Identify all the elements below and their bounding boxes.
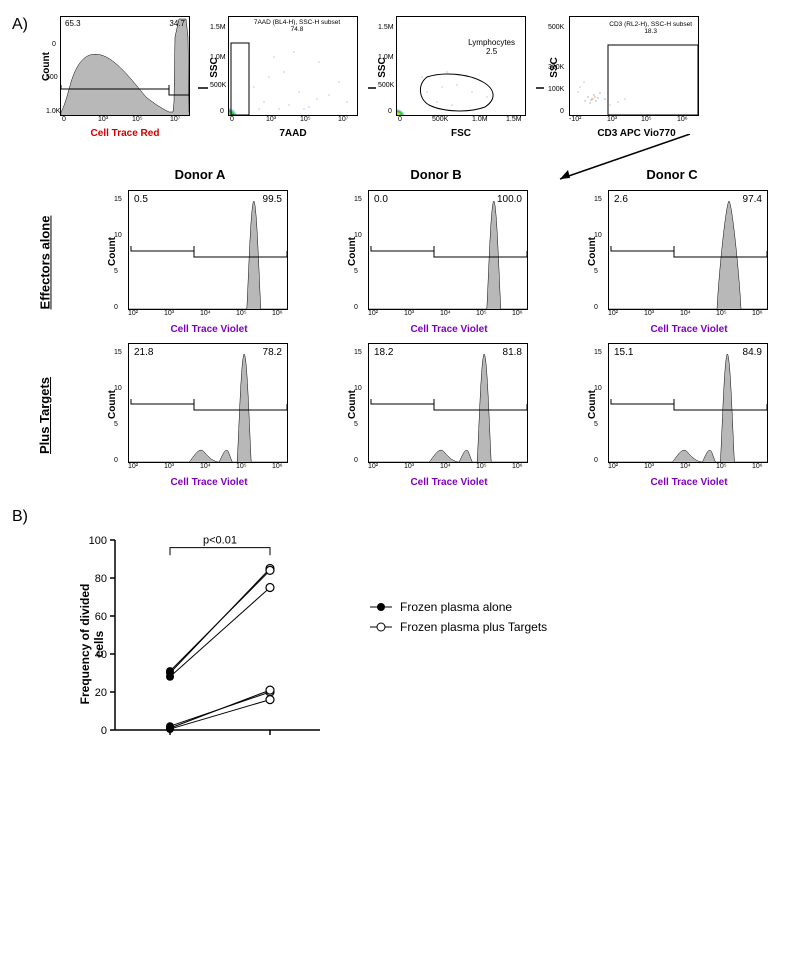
row-label: Effectors alone xyxy=(38,216,53,310)
svg-text:0: 0 xyxy=(101,725,107,737)
hist-xlabel: Cell Trace Violet xyxy=(368,477,530,488)
legend-marker-filled xyxy=(370,601,392,613)
hist-ylabel: Count xyxy=(107,237,118,266)
hist-xlabel: Cell Trace Violet xyxy=(608,477,770,488)
hist-plot: 2.6 97.4 Count15105010²10³10⁴10⁵10⁶Cell … xyxy=(580,190,770,335)
legend-marker-open xyxy=(370,621,392,633)
row-label: Plus Targets xyxy=(38,377,53,454)
hist-xlabel: Cell Trace Violet xyxy=(128,324,290,335)
gate1-xlabel: Cell Trace Red xyxy=(60,128,190,139)
hist-xlabel: Cell Trace Violet xyxy=(128,477,290,488)
gating-plot-3: Lymphocytes2.5 SSC 1.5M 1.0M 500K 0 0 50… xyxy=(376,16,526,139)
donor-a-label: Donor A xyxy=(120,167,280,182)
svg-text:p<0.01: p<0.01 xyxy=(203,535,237,547)
gating-plot-2: 7AAD (BL4-H), SSC-H subset74.8 SSC 1.5M … xyxy=(208,16,358,139)
hist-ylabel: Count xyxy=(587,390,598,419)
gating-plot-1: 65.3 34.7 Count 1.0K 500 0 0 10³ 10⁵ 10⁷… xyxy=(40,16,190,139)
row-effectors: Effectors alone 0.5 99.5 Count15105010²1… xyxy=(10,190,790,335)
gating-plot-4: CD3 (RL2-H), SSC-H subset18.3 SSC 500K 3… xyxy=(544,16,704,139)
hist-xlabel: Cell Trace Violet xyxy=(608,324,770,335)
hist-ylabel: Count xyxy=(347,390,358,419)
hist-ylabel: Count xyxy=(347,237,358,266)
hist-plot: 18.2 81.8 Count15105010²10³10⁴10⁵10⁶Cell… xyxy=(340,343,530,488)
gate2-title: 7AAD (BL4-H), SSC-H subset74.8 xyxy=(247,19,347,33)
hist-ylabel: Count xyxy=(107,390,118,419)
gate1-left: 65.3 xyxy=(65,19,81,28)
hist-xlabel: Cell Trace Violet xyxy=(368,324,530,335)
hist-plot: 0.0 100.0 Count15105010²10³10⁴10⁵10⁶Cell… xyxy=(340,190,530,335)
figure-root: A) 65.3 34.7 Count 1.0K 500 0 0 10³ 10⁵ … xyxy=(10,16,790,753)
panel-b-ylabel: Frequency of divided cells xyxy=(78,574,106,714)
svg-text:100: 100 xyxy=(89,535,107,547)
hist-ylabel: Count xyxy=(587,237,598,266)
panel-a-label: A) xyxy=(12,16,28,34)
dot-fsc xyxy=(397,17,526,116)
legend-label-1: Frozen plasma alone xyxy=(400,600,512,614)
gating-row: 65.3 34.7 Count 1.0K 500 0 0 10³ 10⁵ 10⁷… xyxy=(40,16,790,139)
gate1-right: 34.7 xyxy=(169,19,185,28)
panel-b-plot: 020406080100p<0.01 Frequency of divided … xyxy=(60,530,340,753)
donor-b-label: Donor B xyxy=(356,167,516,182)
hist-plot: 21.8 78.2 Count15105010²10³10⁴10⁵10⁶Cell… xyxy=(100,343,290,488)
hist-plot: 0.5 99.5 Count15105010²10³10⁴10⁵10⁶Cell … xyxy=(100,190,290,335)
histogram-rows: Effectors alone 0.5 99.5 Count15105010²1… xyxy=(10,190,790,488)
panel-b-label: B) xyxy=(12,508,790,526)
hist-plot: 15.1 84.9 Count15105010²10³10⁴10⁵10⁶Cell… xyxy=(580,343,770,488)
row-targets: Plus Targets 21.8 78.2 Count15105010²10³… xyxy=(10,343,790,488)
gate3-label: Lymphocytes2.5 xyxy=(468,39,515,57)
arrow-diag xyxy=(550,134,750,184)
gate4-title: CD3 (RL2-H), SSC-H subset18.3 xyxy=(609,21,692,35)
hist-ctr xyxy=(61,17,190,116)
gate3-xlabel: FSC xyxy=(396,128,526,139)
gate2-xlabel: 7AAD xyxy=(228,128,358,139)
panel-b-content: 020406080100p<0.01 Frequency of divided … xyxy=(60,530,790,753)
panel-b-legend: Frozen plasma alone Frozen plasma plus T… xyxy=(370,600,547,634)
legend-label-2: Frozen plasma plus Targets xyxy=(400,620,547,634)
